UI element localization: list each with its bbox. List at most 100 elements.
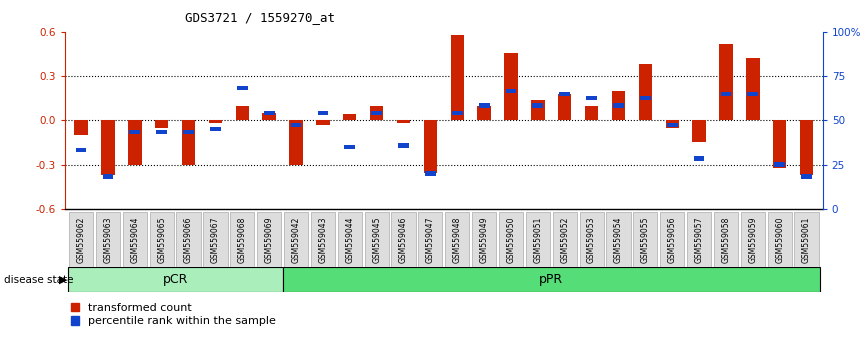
FancyBboxPatch shape [714,212,738,267]
FancyBboxPatch shape [96,212,120,267]
FancyBboxPatch shape [204,212,228,267]
Text: GSM559053: GSM559053 [587,216,596,263]
Text: GSM559054: GSM559054 [614,216,623,263]
Text: GSM559068: GSM559068 [238,216,247,263]
Bar [291,122,301,127]
Bar [129,130,140,135]
Bar [237,86,248,90]
Bar [558,94,572,120]
Text: GSM559056: GSM559056 [668,216,676,263]
Bar [398,143,409,148]
FancyBboxPatch shape [606,212,630,267]
FancyBboxPatch shape [177,212,201,267]
FancyBboxPatch shape [230,212,255,267]
Bar [370,105,384,120]
FancyBboxPatch shape [526,212,550,267]
Bar [345,145,355,149]
Bar [397,120,410,123]
Text: pCR: pCR [163,273,188,286]
Text: GSM559050: GSM559050 [507,216,515,263]
Text: GSM559052: GSM559052 [560,216,569,263]
Text: pPR: pPR [540,273,564,286]
Text: GSM559067: GSM559067 [211,216,220,263]
Bar [262,113,276,120]
FancyBboxPatch shape [418,212,443,267]
Text: GSM559069: GSM559069 [265,216,274,263]
FancyBboxPatch shape [68,267,282,292]
FancyBboxPatch shape [472,212,496,267]
Bar [531,100,545,120]
Text: GSM559045: GSM559045 [372,216,381,263]
Bar [640,96,650,101]
Bar [477,105,491,120]
Bar [318,111,328,115]
Bar [156,130,167,135]
Text: GSM559059: GSM559059 [748,216,758,263]
Bar [236,105,249,120]
Text: GSM559055: GSM559055 [641,216,650,263]
Text: GSM559047: GSM559047 [426,216,435,263]
Bar [504,52,518,120]
Text: GSM559046: GSM559046 [399,216,408,263]
FancyBboxPatch shape [69,212,94,267]
Bar [586,96,597,101]
Text: GSM559061: GSM559061 [802,216,811,263]
FancyBboxPatch shape [338,212,362,267]
FancyBboxPatch shape [282,267,820,292]
FancyBboxPatch shape [687,212,711,267]
Text: GSM559049: GSM559049 [480,216,488,263]
Text: GSM559043: GSM559043 [319,216,327,263]
Bar [264,111,275,115]
Text: GSM559051: GSM559051 [533,216,542,263]
Bar [425,171,436,176]
Bar [210,127,221,131]
FancyBboxPatch shape [740,212,765,267]
Bar [613,103,624,108]
Bar [721,92,732,96]
Text: ▶: ▶ [59,275,68,285]
Bar [665,120,679,128]
Bar [102,174,113,179]
FancyBboxPatch shape [311,212,335,267]
Text: disease state: disease state [4,275,74,285]
FancyBboxPatch shape [445,212,469,267]
Bar [289,120,303,165]
Bar [209,120,223,123]
Legend: transformed count, percentile rank within the sample: transformed count, percentile rank withi… [70,303,276,326]
Bar [479,103,489,108]
Bar [693,120,706,143]
Bar [720,44,733,120]
FancyBboxPatch shape [150,212,174,267]
Bar [128,120,141,165]
Bar [800,120,813,175]
FancyBboxPatch shape [391,212,416,267]
Text: GSM559060: GSM559060 [775,216,785,263]
Text: GSM559048: GSM559048 [453,216,462,263]
Bar [801,174,812,179]
FancyBboxPatch shape [553,212,577,267]
Text: GSM559065: GSM559065 [158,216,166,263]
FancyBboxPatch shape [499,212,523,267]
Bar [372,111,382,115]
Text: GSM559058: GSM559058 [721,216,730,263]
Text: GSM559064: GSM559064 [130,216,139,263]
Text: GSM559057: GSM559057 [695,216,703,263]
FancyBboxPatch shape [767,212,792,267]
Bar [559,92,570,96]
Bar [155,120,168,128]
Bar [506,88,516,93]
Bar [182,120,195,165]
Bar [774,162,785,167]
FancyBboxPatch shape [660,212,684,267]
Bar [746,58,759,120]
Bar [667,122,677,127]
FancyBboxPatch shape [257,212,281,267]
FancyBboxPatch shape [579,212,604,267]
FancyBboxPatch shape [633,212,657,267]
Bar [423,120,437,173]
Bar [452,111,462,115]
Bar [101,120,114,175]
Bar [316,120,330,125]
Bar [75,148,87,152]
Bar [533,103,543,108]
